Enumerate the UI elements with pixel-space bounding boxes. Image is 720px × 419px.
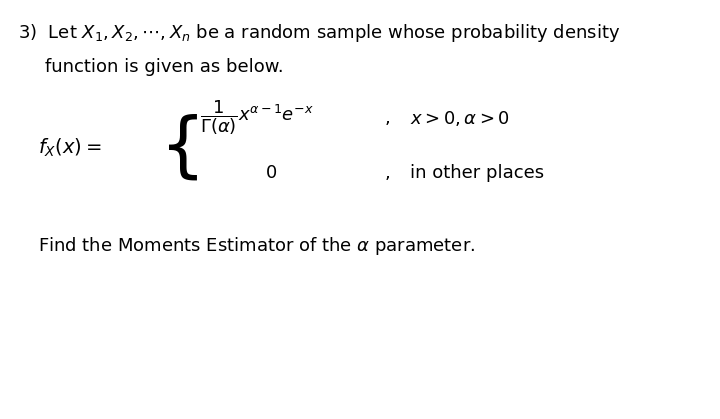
Text: $\dfrac{1}{\Gamma(\alpha)}x^{\alpha-1}e^{-x}$: $\dfrac{1}{\Gamma(\alpha)}x^{\alpha-1}e^… <box>200 99 314 137</box>
Text: $x > 0, \alpha > 0$: $x > 0, \alpha > 0$ <box>410 109 510 127</box>
Text: $0$: $0$ <box>265 164 277 182</box>
Text: ,: , <box>385 109 391 127</box>
Text: $f_X(x) =$: $f_X(x) =$ <box>38 137 102 159</box>
Text: in other places: in other places <box>410 164 544 182</box>
Text: 3)  Let $X_1, X_2, \cdots, X_n$ be a random sample whose probability density: 3) Let $X_1, X_2, \cdots, X_n$ be a rand… <box>18 22 620 44</box>
Text: Find the Moments Estimator of the $\alpha$ parameter.: Find the Moments Estimator of the $\alph… <box>38 235 475 257</box>
Text: function is given as below.: function is given as below. <box>45 58 284 76</box>
Text: $\{$: $\{$ <box>158 112 197 183</box>
Text: ,: , <box>385 164 391 182</box>
